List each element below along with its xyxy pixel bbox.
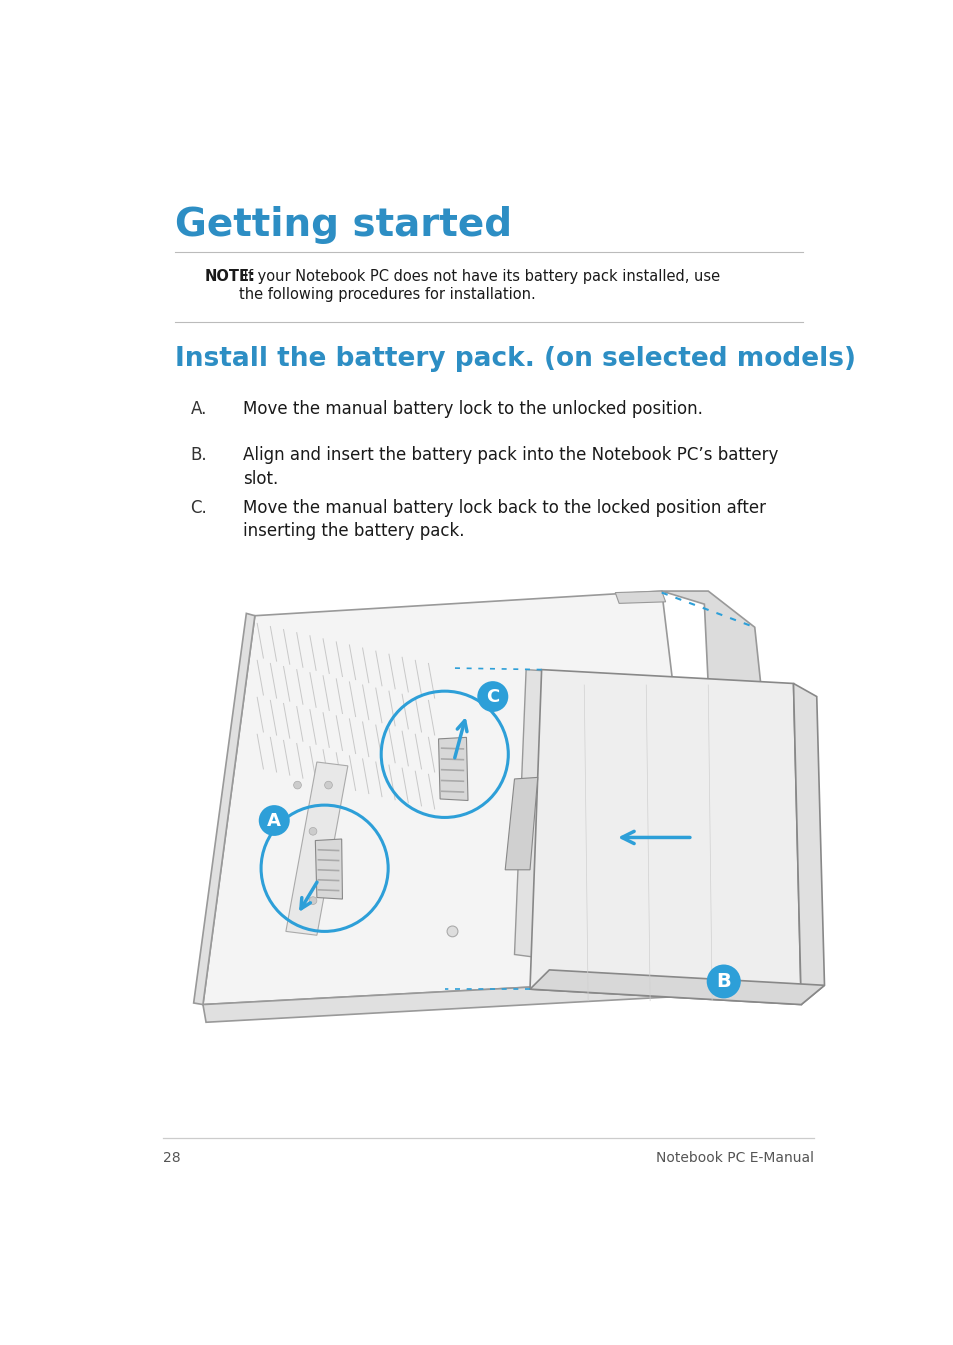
Polygon shape [315,839,342,898]
Polygon shape [203,590,707,1005]
Text: Move the manual battery lock to the unlocked position.: Move the manual battery lock to the unlo… [243,399,702,418]
Circle shape [294,781,301,790]
Text: A: A [267,811,281,830]
Circle shape [476,681,508,712]
Circle shape [258,806,290,837]
Text: Install the battery pack. (on selected models): Install the battery pack. (on selected m… [174,346,855,373]
Polygon shape [203,978,714,1022]
Circle shape [309,897,316,904]
Polygon shape [661,590,761,716]
Text: B: B [716,972,730,991]
Polygon shape [539,755,562,818]
Polygon shape [438,737,468,800]
Text: C: C [486,687,499,706]
Text: If your Notebook PC does not have its battery pack installed, use
the following : If your Notebook PC does not have its ba… [239,269,720,301]
Polygon shape [530,970,823,1005]
Text: A.: A. [191,399,207,418]
Text: Notebook PC E-Manual: Notebook PC E-Manual [656,1151,814,1165]
Circle shape [447,925,457,936]
Text: 28: 28 [163,1151,181,1165]
Polygon shape [514,670,583,962]
Text: C.: C. [191,499,207,516]
Text: Move the manual battery lock back to the locked position after
inserting the bat: Move the manual battery lock back to the… [243,499,765,541]
Text: Align and insert the battery pack into the Notebook PC’s battery
slot.: Align and insert the battery pack into t… [243,447,778,488]
Text: B.: B. [191,447,207,464]
Polygon shape [615,590,665,604]
Text: Getting started: Getting started [174,206,512,243]
Polygon shape [793,683,823,1005]
Polygon shape [286,763,348,935]
Polygon shape [505,777,537,870]
Circle shape [324,781,332,790]
Text: NOTE:: NOTE: [204,269,255,284]
Polygon shape [530,670,801,1005]
Circle shape [706,964,740,998]
Circle shape [309,827,316,835]
Polygon shape [193,613,254,1005]
